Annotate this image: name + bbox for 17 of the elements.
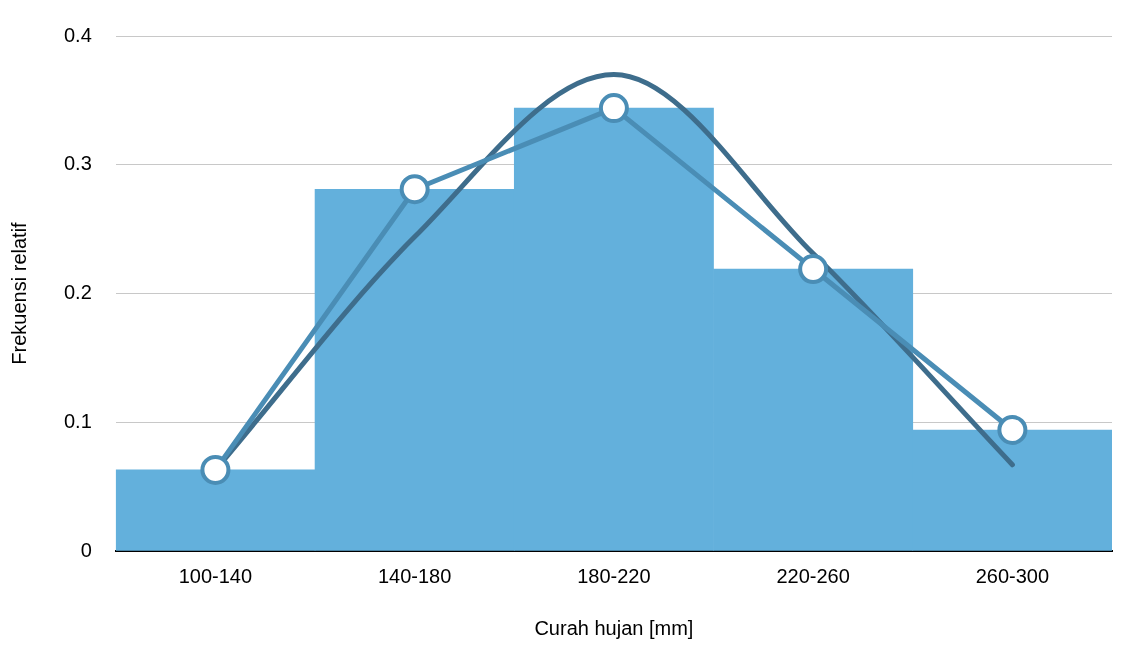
- x-tick-label: 180-220: [577, 564, 651, 587]
- x-tick-label: 260-300: [975, 564, 1050, 587]
- y-tick-label: 0.1: [63, 409, 92, 432]
- x-tick-label: 140-180: [377, 564, 452, 587]
- x-tick-label: 220-260: [776, 564, 850, 587]
- point: [997, 414, 1028, 445]
- point: [200, 454, 231, 485]
- y-tick-label: 0.2: [63, 281, 92, 304]
- point: [399, 174, 430, 205]
- point: [798, 254, 829, 285]
- y-tick-label: 0: [80, 538, 92, 561]
- y-axis-title: Frekuensi relatif: [7, 221, 30, 365]
- x-axis-title: Curah hujan [mm]: [534, 616, 694, 639]
- x-tick-label: 100-140: [178, 564, 253, 587]
- y-tick-label: 0.3: [63, 152, 92, 175]
- point: [598, 93, 629, 124]
- y-tick-label: 0.4: [63, 23, 92, 46]
